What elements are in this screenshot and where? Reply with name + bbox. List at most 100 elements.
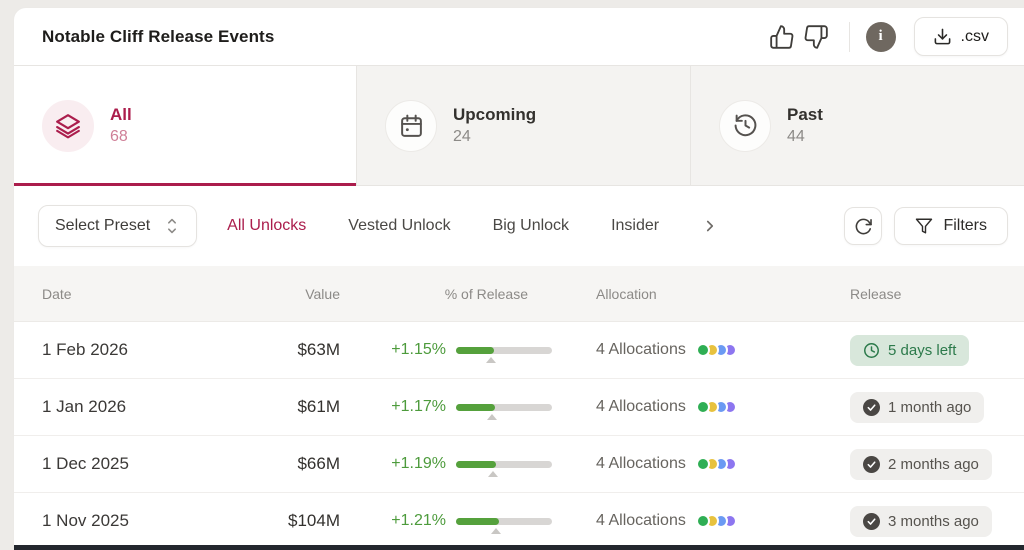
tabs: All 68 Upcoming 24 Past 44 [14, 66, 1024, 186]
chevron-right-icon [707, 220, 714, 232]
cell-percent-of-release: +1.15% [340, 341, 566, 363]
header-actions: i .csv [765, 17, 1008, 56]
download-icon [934, 28, 950, 45]
tab-past[interactable]: Past 44 [690, 66, 1024, 185]
tab-past-label: Past [787, 104, 823, 124]
progress-marker-icon [491, 527, 502, 534]
allocation-dots [695, 343, 737, 357]
tab-upcoming-label: Upcoming [453, 104, 537, 124]
filters-button-label: Filters [943, 217, 987, 234]
tab-upcoming[interactable]: Upcoming 24 [356, 66, 690, 185]
cell-percent-of-release: +1.17% [340, 398, 566, 420]
table-row[interactable]: 1 Dec 2025 $66M +1.19% 4 Allocations [14, 436, 1024, 493]
page-title: Notable Cliff Release Events [42, 26, 275, 46]
csv-download-button[interactable]: .csv [913, 17, 1008, 56]
filter-row: Select Preset All Unlocks Vested Unlock … [14, 186, 1024, 266]
cell-allocation: 4 Allocations [566, 512, 820, 530]
allocation-dots [695, 400, 737, 414]
cliff-release-card: Notable Cliff Release Events i .csv All [14, 8, 1024, 550]
cell-date: 1 Nov 2025 [42, 511, 129, 530]
allocation-dot [695, 457, 710, 471]
cell-date: 1 Dec 2025 [42, 454, 129, 473]
cell-value: $61M [297, 397, 340, 416]
column-header-allocation[interactable]: Allocation [596, 285, 657, 302]
cell-release-status: 1 month ago [820, 391, 1024, 423]
table-header: Date Value % of Release Allocation Relea… [14, 266, 1024, 322]
filter-link-all-unlocks[interactable]: All Unlocks [227, 213, 306, 239]
thumbs-up-button[interactable] [765, 20, 799, 54]
thumbs-down-icon [804, 24, 828, 49]
progress-marker-icon [487, 413, 498, 420]
calendar-icon [400, 114, 422, 137]
csv-label: .csv [960, 27, 989, 45]
quick-filter-links: All Unlocks Vested Unlock Big Unlock Ins… [227, 213, 719, 239]
allocation-dots [695, 457, 737, 471]
cell-value: $63M [297, 340, 340, 359]
release-progress-bar [456, 346, 552, 363]
filters-button[interactable]: Filters [894, 207, 1008, 245]
refresh-icon [855, 218, 872, 234]
funnel-icon [916, 218, 933, 234]
status-text: 5 days left [888, 341, 957, 359]
thumbs-down-button[interactable] [799, 20, 833, 54]
tab-all-count: 68 [110, 127, 128, 145]
chevron-up-down-icon [168, 218, 177, 234]
table-row[interactable]: 1 Nov 2025 $104M +1.21% 4 Allocations [14, 493, 1024, 550]
table-body: 1 Feb 2026 $63M +1.15% 4 Allocations [14, 322, 1024, 550]
status-text: 2 months ago [888, 455, 979, 473]
allocation-count: 4 Allocations [596, 455, 686, 472]
cell-release-status: 5 days left [820, 334, 1024, 366]
info-icon[interactable]: i [865, 21, 896, 52]
check-icon [863, 398, 880, 416]
allocation-count: 4 Allocations [596, 398, 686, 415]
progress-fill [456, 346, 495, 354]
cell-allocation: 4 Allocations [566, 341, 820, 359]
cell-allocation: 4 Allocations [566, 398, 820, 416]
filter-link-insider[interactable]: Insider [611, 213, 659, 239]
filter-link-big-unlock[interactable]: Big Unlock [493, 213, 569, 239]
filter-link-vested-unlock[interactable]: Vested Unlock [348, 213, 450, 239]
cell-value: $66M [297, 454, 340, 473]
column-header-value[interactable]: Value [305, 285, 340, 302]
cell-date: 1 Jan 2026 [42, 397, 127, 416]
preset-select[interactable]: Select Preset [38, 205, 198, 247]
check-icon [863, 512, 880, 530]
divider [848, 21, 850, 52]
layers-icon [56, 113, 80, 138]
cell-percent-of-release: +1.21% [340, 512, 566, 534]
cell-percent-of-release: +1.19% [340, 455, 566, 477]
status-badge: 1 month ago [850, 391, 985, 423]
cell-date: 1 Feb 2026 [42, 340, 129, 359]
column-header-release[interactable]: Release [850, 285, 902, 302]
allocation-dot [695, 514, 710, 528]
percent-change: +1.15% [391, 341, 446, 358]
allocation-dot [695, 400, 710, 414]
allocation-dots [695, 514, 737, 528]
allocation-dot [695, 343, 710, 357]
allocation-count: 4 Allocations [596, 512, 686, 529]
progress-marker-icon [488, 470, 499, 477]
status-badge: 3 months ago [850, 505, 992, 537]
progress-fill [456, 403, 496, 411]
scroll-more-button[interactable] [701, 217, 719, 235]
progress-marker-icon [486, 356, 497, 363]
percent-change: +1.21% [391, 512, 446, 529]
tab-upcoming-count: 24 [453, 127, 471, 145]
table-row[interactable]: 1 Feb 2026 $63M +1.15% 4 Allocations [14, 322, 1024, 379]
tab-all[interactable]: All 68 [14, 66, 356, 186]
preset-select-label: Select Preset [55, 217, 151, 234]
refresh-button[interactable] [844, 207, 883, 245]
filter-tools: Filters [844, 207, 1008, 245]
release-progress-bar [456, 517, 552, 534]
column-header-percent-of-release[interactable]: % of Release [444, 285, 528, 302]
status-badge: 2 months ago [850, 448, 992, 480]
check-icon [863, 455, 880, 473]
column-header-date[interactable]: Date [42, 285, 72, 302]
tab-past-count: 44 [787, 127, 805, 145]
allocation-count: 4 Allocations [596, 341, 686, 358]
table-row[interactable]: 1 Jan 2026 $61M +1.17% 4 Allocations [14, 379, 1024, 436]
progress-fill [456, 517, 500, 525]
status-text: 3 months ago [888, 512, 979, 530]
cell-release-status: 2 months ago [820, 448, 1024, 480]
bottom-section-edge [14, 545, 1024, 550]
